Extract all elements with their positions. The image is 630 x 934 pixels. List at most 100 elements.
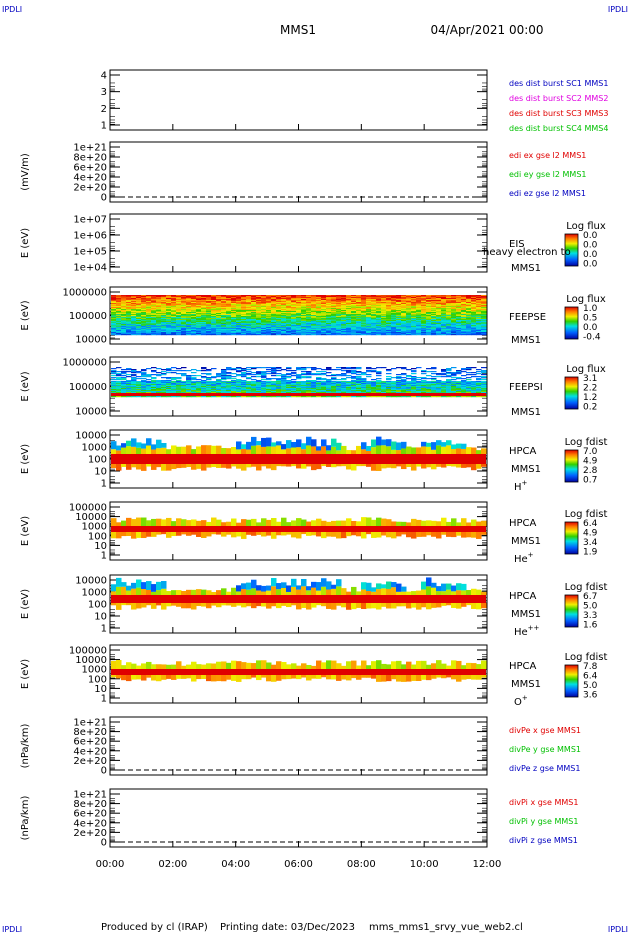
spectrogram-cell <box>256 383 262 385</box>
spectrogram-cell <box>451 323 457 325</box>
spectrogram-cell <box>251 310 257 312</box>
spectrogram-cell <box>446 329 452 331</box>
spectrogram-cell <box>206 390 212 392</box>
spectrogram-cell <box>291 387 297 389</box>
spectrogram-cell <box>466 311 472 313</box>
spectrogram-cell <box>241 390 247 392</box>
spectrogram-cell <box>121 391 127 393</box>
spectrogram-cell <box>191 324 197 326</box>
spectrogram-cell <box>276 301 282 303</box>
spectrogram-cell <box>211 301 217 303</box>
spectrogram-cell <box>216 326 222 328</box>
spectrogram-cell <box>246 312 252 314</box>
spectrogram-cell <box>356 321 362 323</box>
spectrogram-cell <box>346 381 352 383</box>
spectrogram-cell <box>281 306 287 308</box>
spectrogram-cell <box>276 332 282 334</box>
spectrogram-cell <box>346 296 352 298</box>
instrument-label: FEEPSI <box>509 382 543 393</box>
spectrogram-cell <box>281 302 287 304</box>
spectrogram-cell <box>196 325 202 327</box>
spectrogram-cell <box>166 326 172 328</box>
spectrogram-cell <box>436 382 442 384</box>
spectrogram-cell <box>436 306 442 308</box>
spectrogram-cell <box>316 326 322 328</box>
spectrogram-cell <box>306 318 312 320</box>
spectrogram-cell <box>351 312 357 314</box>
spectrogram-cell <box>136 325 142 327</box>
spectrogram-cell <box>291 392 297 394</box>
spectrogram-cell <box>221 310 227 312</box>
spectrogram-cell <box>171 334 177 336</box>
spectrogram-cell <box>386 382 392 384</box>
spectrogram-cell <box>281 334 287 336</box>
spectrogram-cell <box>326 296 332 298</box>
spectrogram-cell <box>286 367 292 369</box>
spectrogram-cell <box>216 316 222 318</box>
spectrogram-cell <box>471 387 477 389</box>
spectrogram-cell <box>256 300 262 302</box>
spectrogram-cell <box>346 396 352 398</box>
spectrogram-cell <box>316 316 322 318</box>
spectrogram-cell <box>161 314 167 316</box>
spectrogram-cell <box>251 367 257 369</box>
spectrogram-cell <box>216 311 222 313</box>
colorbar-tick-label: 0.5 <box>583 314 597 324</box>
spectrogram-cell <box>211 330 217 332</box>
spectrogram-cell <box>481 383 487 385</box>
spectrogram-cell <box>221 301 227 303</box>
spectrogram-cell <box>121 314 127 316</box>
spectrogram-cell <box>356 368 362 370</box>
spectrogram-cell <box>301 324 307 326</box>
spectrogram-cell <box>446 375 452 377</box>
spectrogram-cell <box>456 332 462 334</box>
spectrogram-cell <box>311 396 317 398</box>
spectrogram-cell <box>436 334 442 336</box>
spectrogram-cell <box>356 328 362 330</box>
spectrogram-cell <box>476 385 482 387</box>
spectrogram-cell <box>136 319 142 321</box>
spectrogram-cell <box>131 297 137 299</box>
spectrogram-cell <box>421 316 427 318</box>
spectrogram-cell <box>196 324 202 326</box>
spectrogram-cell <box>396 323 402 325</box>
spectrogram-cell <box>476 387 482 389</box>
spectrogram-cell <box>171 388 177 390</box>
spectrogram-cell <box>256 301 262 303</box>
spectrogram-cell <box>311 392 317 394</box>
spectrogram-cell <box>246 377 252 379</box>
spectrogram-cell <box>116 326 122 328</box>
spectrogram-cell <box>341 392 347 394</box>
spectrogram-cell <box>236 309 242 311</box>
spectrogram-cell <box>251 382 257 384</box>
spectrogram-cell <box>481 327 487 329</box>
spectrogram-cell <box>336 316 342 318</box>
spectrogram-cell <box>151 334 157 336</box>
spectrogram-cell <box>411 382 417 384</box>
spectrogram-cell <box>216 392 222 394</box>
spectrogram-cell <box>211 313 217 315</box>
spectrogram-cell <box>366 385 372 387</box>
spectrogram-cell <box>266 373 272 375</box>
spectrogram-cell <box>226 368 232 370</box>
spectrogram-cell <box>231 314 237 316</box>
spectrogram-cell <box>326 334 332 336</box>
spectrogram-cell <box>236 329 242 331</box>
spectrogram-cell <box>411 330 417 332</box>
spectrogram-cell <box>301 388 307 390</box>
spectrogram-cell <box>396 296 402 298</box>
spectrogram-cell <box>336 389 342 391</box>
spectrogram-cell <box>171 307 177 309</box>
spectrogram-cell <box>266 383 272 385</box>
spectrogram-cell <box>276 302 282 304</box>
spectrogram-cell <box>131 371 137 373</box>
spectrogram-cell <box>211 296 217 298</box>
spectrogram-cell <box>261 332 267 334</box>
spectrogram-cell <box>141 314 147 316</box>
spectrogram-cell <box>321 383 327 385</box>
spectrogram-cell <box>266 333 272 335</box>
spectrogram-cell <box>236 367 242 369</box>
spectrogram-cell <box>466 383 472 385</box>
spectrogram-cell <box>381 312 387 314</box>
spectrogram-cell <box>131 325 137 327</box>
